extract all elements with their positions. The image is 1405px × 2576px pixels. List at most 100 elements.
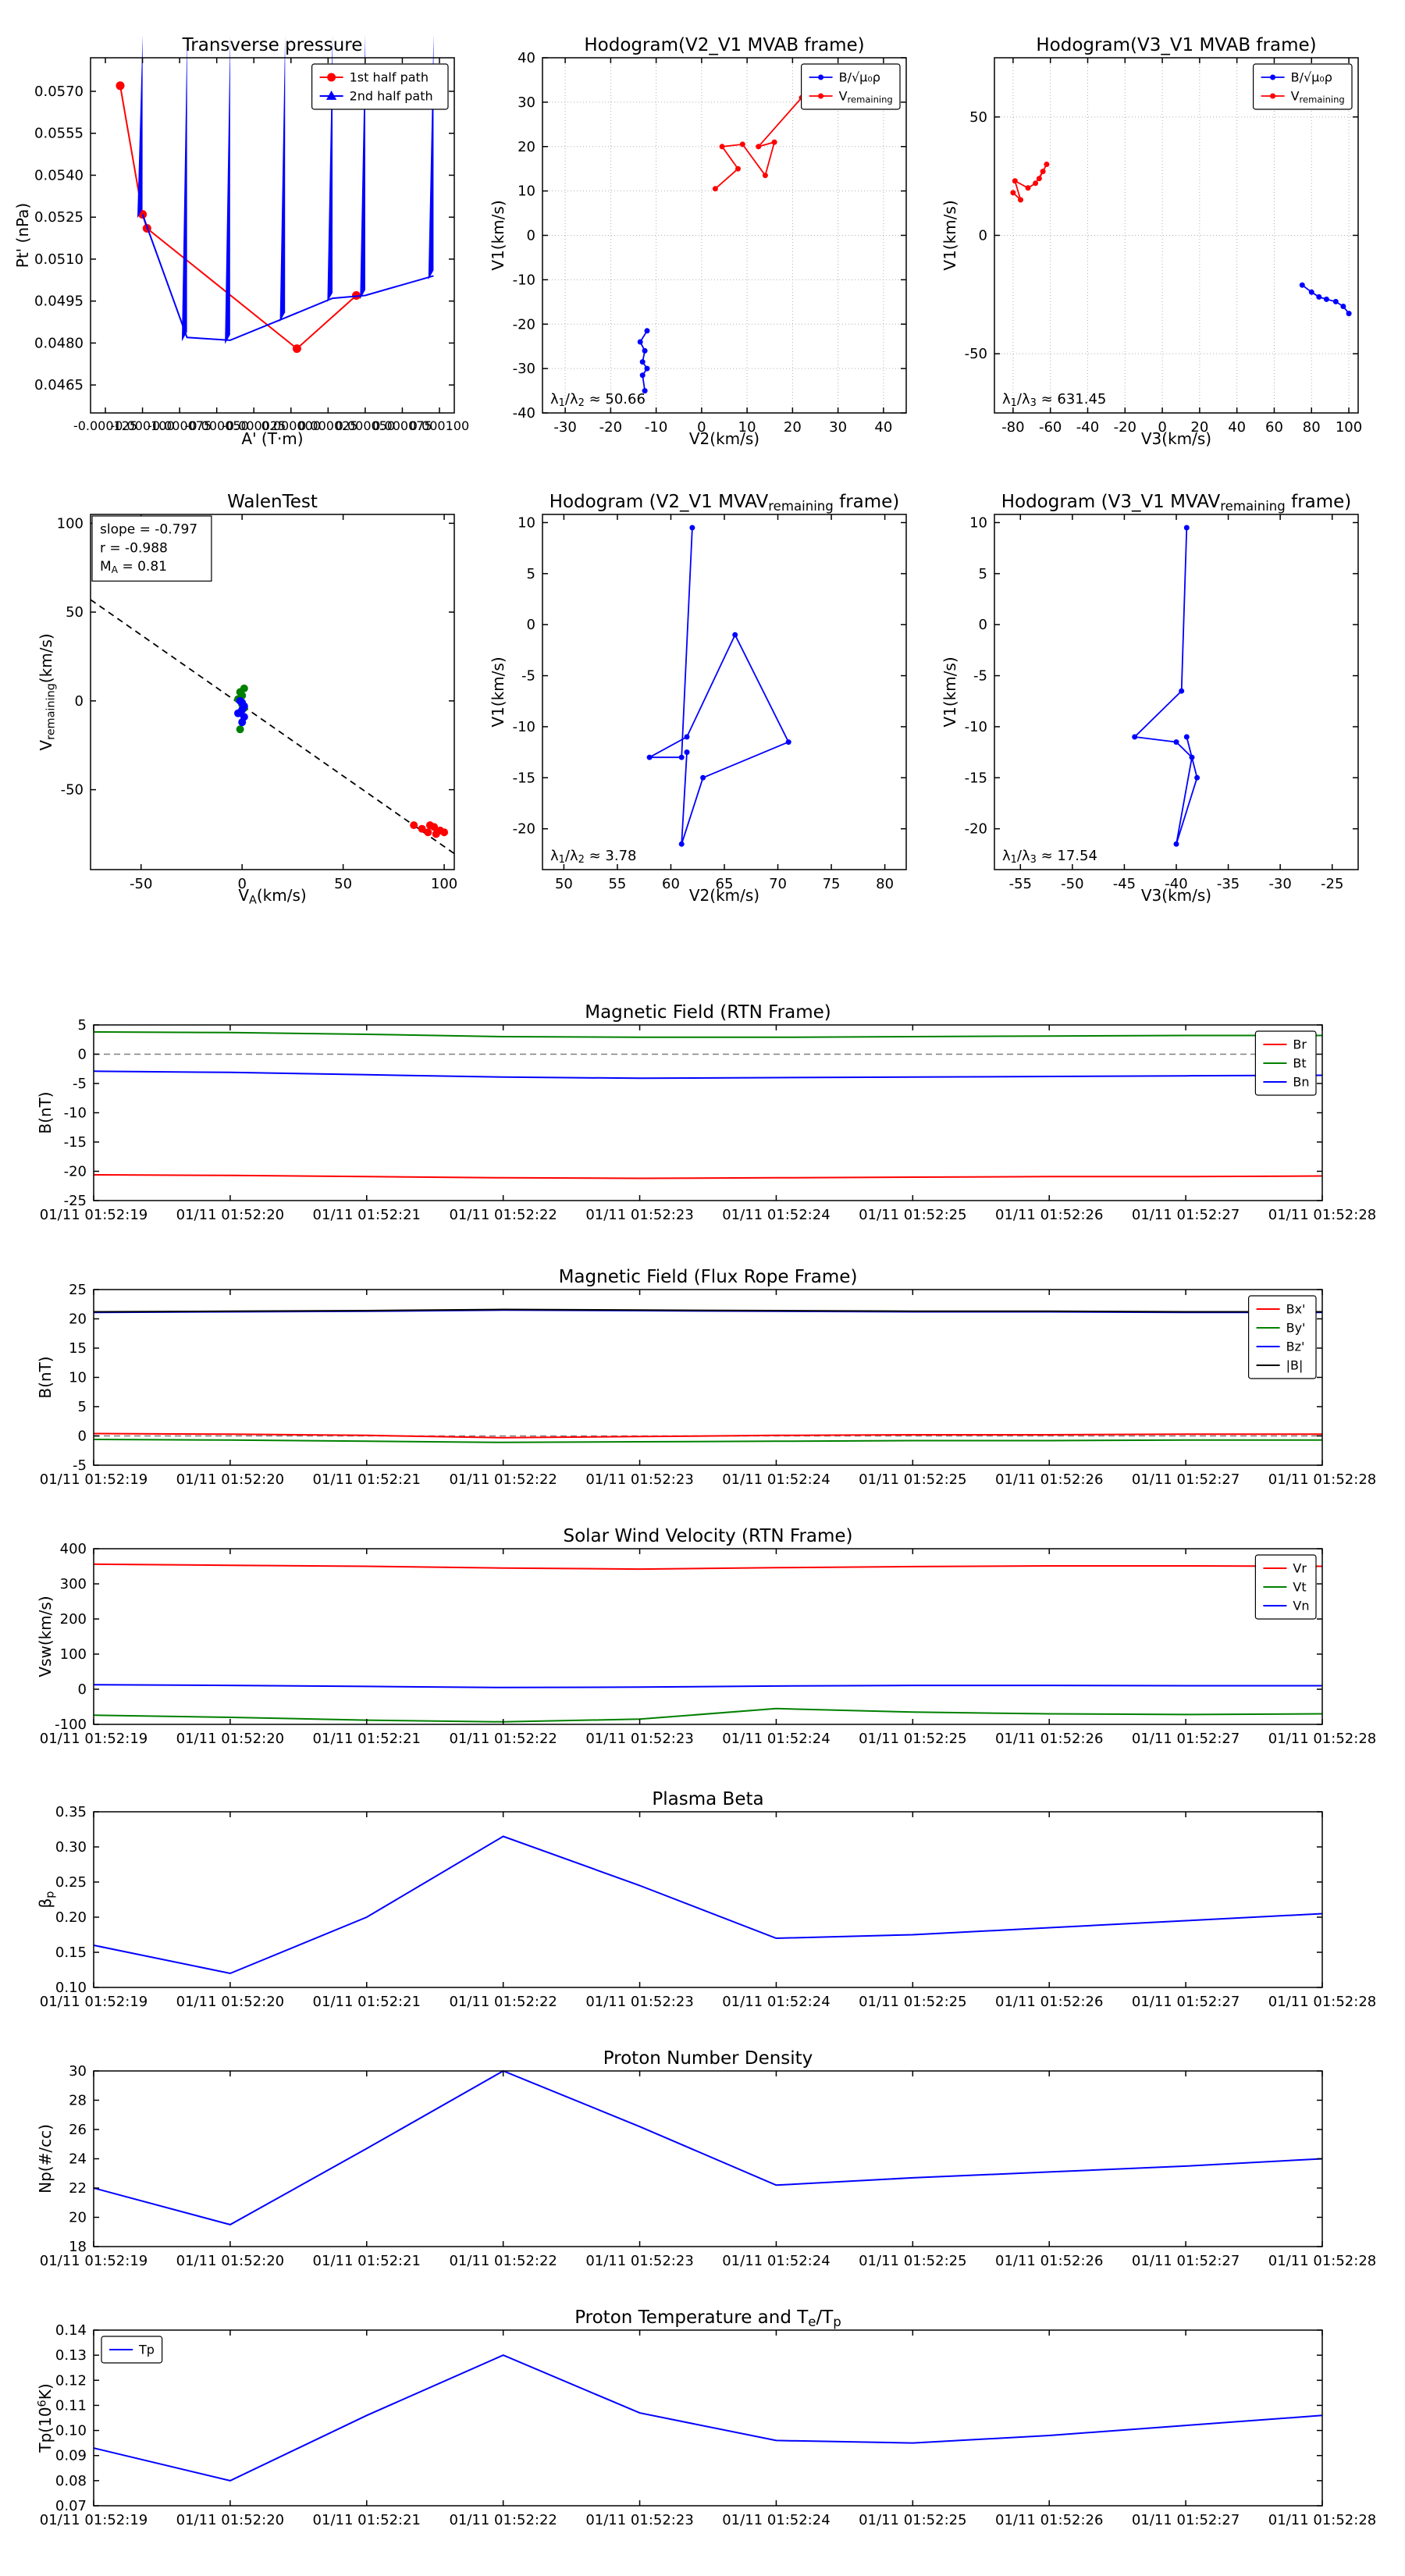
svg-text:0.000000: 0.000000 xyxy=(261,418,321,433)
svg-text:Tp(106​K): Tp(106​K) xyxy=(36,2383,55,2453)
svg-text:01/11 01:52:24: 01/11 01:52:24 xyxy=(722,1207,830,1223)
svg-text:01/11 01:52:21: 01/11 01:52:21 xyxy=(313,1471,421,1488)
svg-text:100: 100 xyxy=(57,515,84,532)
svg-text:50: 50 xyxy=(66,604,84,621)
svg-text:01/11 01:52:27: 01/11 01:52:27 xyxy=(1132,1994,1240,2010)
svg-text:01/11 01:52:20: 01/11 01:52:20 xyxy=(176,1994,284,2010)
svg-text:100: 100 xyxy=(60,1646,87,1663)
svg-text:22: 22 xyxy=(69,2180,87,2197)
svg-text:01/11 01:52:25: 01/11 01:52:25 xyxy=(859,1207,966,1223)
svg-text:-0.000075: -0.000075 xyxy=(148,418,212,433)
svg-text:01/11 01:52:27: 01/11 01:52:27 xyxy=(1132,1207,1240,1223)
svg-text:28: 28 xyxy=(69,2093,87,2109)
svg-text:01/11 01:52:22: 01/11 01:52:22 xyxy=(449,2512,557,2528)
chart-hodogram-v3v1-mvab: -80 -60 -40 -20 0 20 40 60 80 100 -50 0 50 Hodogram(V… xyxy=(940,34,1366,450)
svg-text:-55: -55 xyxy=(1009,876,1032,892)
svg-text:01/11 01:52:28: 01/11 01:52:28 xyxy=(1268,1471,1376,1488)
svg-text:75: 75 xyxy=(823,876,841,892)
svg-text:B/√μ₀ρ: B/√μ₀ρ xyxy=(1291,70,1332,85)
svg-text:70: 70 xyxy=(769,876,787,892)
svg-text:20: 20 xyxy=(69,2210,87,2226)
svg-text:0.0465: 0.0465 xyxy=(34,377,84,393)
svg-text:0.35: 0.35 xyxy=(55,1804,87,1820)
svg-text:-0.000050: -0.000050 xyxy=(185,418,249,433)
svg-text:Br: Br xyxy=(1293,1037,1307,1052)
svg-text:V1(km/s): V1(km/s) xyxy=(489,200,507,270)
svg-text:0.000025: 0.000025 xyxy=(298,418,357,433)
svg-text:01/11 01:52:23: 01/11 01:52:23 xyxy=(585,2512,693,2528)
svg-text:0.13: 0.13 xyxy=(55,2347,87,2364)
svg-text:20: 20 xyxy=(518,139,535,155)
svg-text:0.0525: 0.0525 xyxy=(34,209,84,226)
svg-text:VA​(km/s): VA​(km/s) xyxy=(238,886,306,907)
svg-text:V1(km/s): V1(km/s) xyxy=(941,656,959,727)
svg-text:Vn: Vn xyxy=(1293,1599,1309,1614)
svg-text:0.000050: 0.000050 xyxy=(336,418,395,433)
svg-text:2nd half path: 2nd half path xyxy=(350,89,433,104)
svg-text:10: 10 xyxy=(518,183,535,200)
svg-text:26: 26 xyxy=(69,2122,87,2138)
svg-text:01/11 01:52:23: 01/11 01:52:23 xyxy=(585,1207,693,1223)
svg-text:-20: -20 xyxy=(513,821,535,838)
svg-text:-20: -20 xyxy=(513,316,535,333)
svg-text:01/11 01:52:26: 01/11 01:52:26 xyxy=(995,1207,1103,1223)
svg-text:-20: -20 xyxy=(965,821,987,838)
svg-text:Proton Number Density: Proton Number Density xyxy=(603,2048,813,2069)
svg-text:01/11 01:52:23: 01/11 01:52:23 xyxy=(585,1731,693,1747)
svg-text:01/11 01:52:20: 01/11 01:52:20 xyxy=(176,1731,284,1747)
svg-text:0.000075: 0.000075 xyxy=(372,418,432,433)
svg-text:24: 24 xyxy=(69,2151,87,2168)
svg-text:40: 40 xyxy=(518,50,535,66)
svg-text:01/11 01:52:19: 01/11 01:52:19 xyxy=(40,1471,148,1488)
svg-text:V2(km/s): V2(km/s) xyxy=(689,429,759,448)
svg-text:-10: -10 xyxy=(64,1105,87,1122)
svg-text:-10: -10 xyxy=(513,719,535,735)
svg-text:-10: -10 xyxy=(645,419,667,436)
svg-text:01/11 01:52:19: 01/11 01:52:19 xyxy=(40,1731,148,1747)
svg-text:0: 0 xyxy=(237,876,246,892)
svg-text:30: 30 xyxy=(69,2063,87,2080)
svg-text:0: 0 xyxy=(78,1681,87,1698)
svg-text:-15: -15 xyxy=(965,770,987,786)
svg-text:Hodogram (V3_V1 MVAVremaining​: Hodogram (V3_V1 MVAVremaining​ frame) xyxy=(1001,492,1352,514)
svg-text:0.0540: 0.0540 xyxy=(34,167,84,183)
chart-hodogram-v3v1-mvav: -55 -50 -45 -40 -35 -30 -25 -20 -15 -10 -5 0 5 10 Hodo… xyxy=(940,491,1393,907)
svg-text:Tp: Tp xyxy=(138,2343,155,2357)
svg-text:A' (T·m): A' (T·m) xyxy=(241,429,303,448)
svg-text:60: 60 xyxy=(1265,419,1283,436)
svg-text:V2(km/s): V2(km/s) xyxy=(689,886,759,905)
svg-text:-40: -40 xyxy=(1165,876,1187,892)
svg-text:60: 60 xyxy=(662,876,680,892)
svg-text:Hodogram(V2_V1 MVAB frame): Hodogram(V2_V1 MVAB frame) xyxy=(584,35,864,55)
svg-text:0: 0 xyxy=(78,1429,87,1445)
svg-text:Bx': Bx' xyxy=(1286,1302,1306,1317)
svg-text:0.0570: 0.0570 xyxy=(34,84,84,100)
svg-text:-30: -30 xyxy=(553,419,576,436)
svg-text:-5: -5 xyxy=(73,1457,87,1474)
svg-text:-5: -5 xyxy=(521,668,535,685)
svg-text:-50: -50 xyxy=(1061,876,1083,892)
svg-text:01/11 01:52:26: 01/11 01:52:26 xyxy=(995,2512,1103,2528)
svg-text:Vt: Vt xyxy=(1293,1580,1306,1595)
svg-text:V3(km/s): V3(km/s) xyxy=(1141,886,1211,905)
svg-text:-10: -10 xyxy=(965,719,987,735)
svg-text:200: 200 xyxy=(60,1611,87,1628)
svg-text:0.12: 0.12 xyxy=(55,2372,87,2389)
svg-text:80: 80 xyxy=(1303,419,1321,436)
svg-text:|B|: |B| xyxy=(1286,1358,1304,1373)
svg-text:30: 30 xyxy=(518,94,535,111)
svg-text:0.09: 0.09 xyxy=(55,2448,87,2464)
svg-text:-50: -50 xyxy=(965,346,987,362)
svg-text:-25: -25 xyxy=(1321,876,1343,892)
svg-text:01/11 01:52:25: 01/11 01:52:25 xyxy=(859,2512,966,2528)
svg-text:20: 20 xyxy=(1190,419,1208,436)
chart-magnetic-field-rtn: 01/11 01:52:19 01/11 01:52:20 01/11 01:52:… xyxy=(35,1000,1381,1232)
svg-text:10: 10 xyxy=(738,419,756,436)
svg-text:01/11 01:52:24: 01/11 01:52:24 xyxy=(722,1994,830,2010)
svg-text:40: 40 xyxy=(1228,419,1246,436)
svg-text:01/11 01:52:20: 01/11 01:52:20 xyxy=(176,1471,284,1488)
svg-text:-0.000100: -0.000100 xyxy=(111,418,175,433)
chart-transverse-pressure: -0.000125 -0.000100 -0.000075 -0.000050 -0.0… xyxy=(12,34,481,450)
svg-text:40: 40 xyxy=(874,419,892,436)
svg-text:V3(km/s): V3(km/s) xyxy=(1141,429,1211,448)
